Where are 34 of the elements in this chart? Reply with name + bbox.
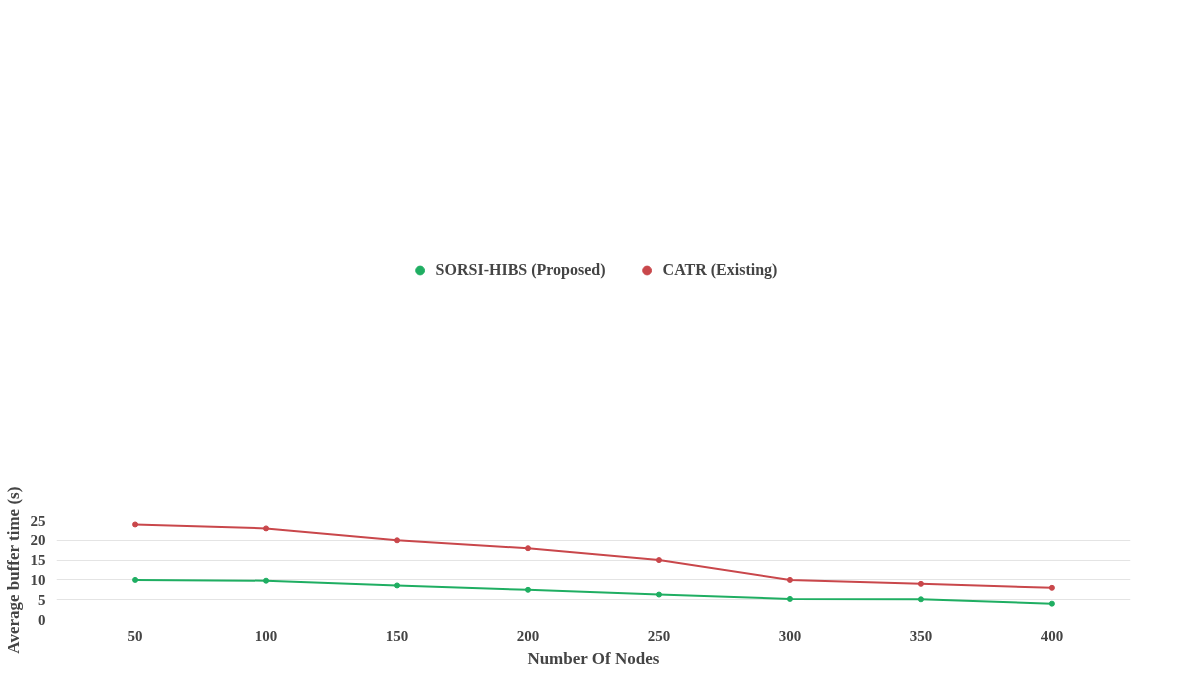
point <box>917 596 924 603</box>
x-tick-label: 300 <box>778 627 802 644</box>
x-tick-label: 350 <box>909 627 933 644</box>
point <box>525 545 532 552</box>
x-axis-title: Number Of Nodes <box>527 648 660 668</box>
y-tick-label: 20 <box>30 532 46 549</box>
y-tick-label: 15 <box>30 552 46 569</box>
point <box>655 591 662 598</box>
x-tick-label: 400 <box>1040 627 1064 644</box>
y-tick-label: 5 <box>38 591 46 608</box>
y-tick-label: 10 <box>30 571 46 588</box>
point <box>786 576 793 583</box>
point <box>655 557 662 564</box>
y-axis-title: Average buffer time (s) <box>3 486 23 654</box>
legend-label: CATR (Existing) <box>662 261 778 279</box>
legend-label: SORSI-HIBS (Proposed) <box>435 261 606 279</box>
x-tick-label: 100 <box>254 627 278 644</box>
x-tick-label: 50 <box>127 627 143 644</box>
point <box>132 521 139 528</box>
point <box>263 577 270 584</box>
y-tick-label: 0 <box>38 611 46 628</box>
x-tick-label: 150 <box>385 627 409 644</box>
point <box>394 537 401 544</box>
point <box>132 576 139 583</box>
point <box>263 525 270 532</box>
y-tick-label: 25 <box>30 512 46 529</box>
point <box>525 586 532 593</box>
point <box>917 580 924 587</box>
point <box>1048 584 1055 591</box>
point <box>394 582 401 589</box>
x-tick-label: 250 <box>647 627 671 644</box>
x-tick-label: 200 <box>516 627 540 644</box>
point <box>1048 600 1055 607</box>
point <box>786 595 793 602</box>
